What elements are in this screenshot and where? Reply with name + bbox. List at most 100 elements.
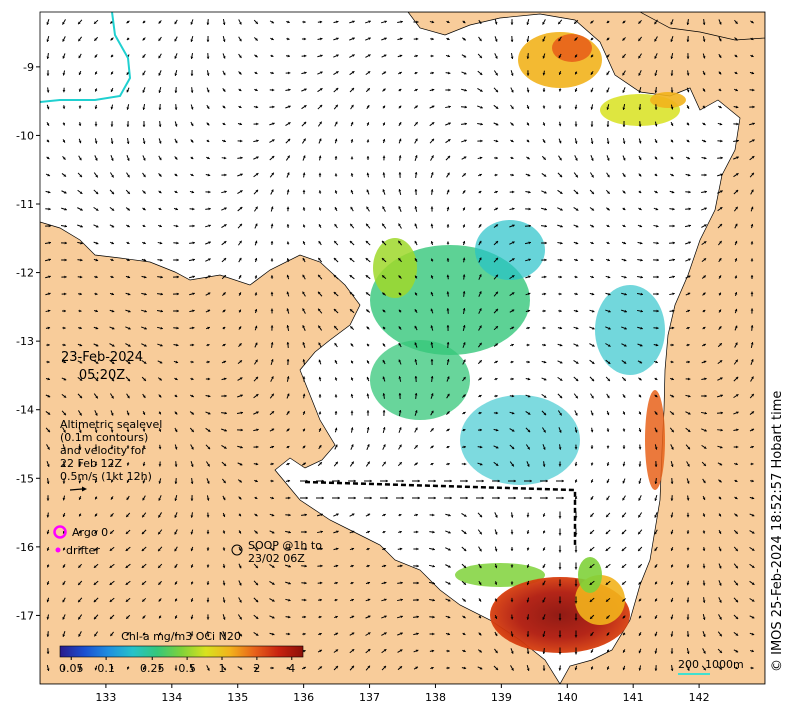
velocity-arrow [558, 155, 562, 161]
velocity-arrow [398, 188, 402, 196]
velocity-arrow [638, 173, 642, 177]
velocity-arrow [430, 54, 434, 58]
velocity-arrow [621, 258, 627, 262]
velocity-arrow [269, 410, 275, 416]
velocity-arrow [334, 223, 338, 229]
soop-label-line-1: SOOP @1h to [248, 539, 322, 552]
velocity-arrow [141, 275, 147, 279]
velocity-arrow [462, 428, 466, 432]
velocity-arrow [253, 172, 259, 178]
velocity-arrow [574, 37, 578, 41]
velocity-arrow [430, 189, 434, 195]
velocity-arrow [318, 444, 322, 450]
velocity-arrow [733, 172, 739, 178]
velocity-arrow [445, 547, 451, 551]
velocity-arrow [670, 139, 674, 143]
velocity-arrow [542, 647, 546, 655]
velocity-arrow [364, 479, 372, 483]
velocity-arrow [46, 512, 50, 518]
velocity-arrow [622, 478, 626, 484]
velocity-arrow [414, 54, 418, 58]
velocity-arrow [270, 258, 274, 262]
velocity-arrow [333, 632, 339, 636]
velocity-arrow [302, 257, 306, 263]
velocity-arrow [413, 513, 419, 517]
velocity-arrow [94, 444, 98, 450]
velocity-arrow [253, 156, 259, 160]
velocity-arrow [238, 597, 242, 603]
velocity-arrow [557, 376, 563, 382]
velocity-arrow [222, 122, 226, 126]
velocity-arrow [238, 36, 242, 42]
velocity-arrow [414, 444, 418, 450]
velocity-arrow [286, 428, 290, 432]
velocity-arrow [622, 445, 626, 449]
velocity-arrow [93, 189, 99, 195]
velocity-arrow [542, 513, 546, 517]
velocity-arrow [302, 445, 306, 449]
credit-label: © IMOS 25-Feb-2024 18:52:57 Hobart time [770, 391, 785, 672]
velocity-arrow [509, 309, 515, 313]
velocity-arrow [269, 20, 275, 24]
velocity-arrow [142, 241, 146, 245]
velocity-arrow [77, 36, 83, 42]
velocity-arrow [669, 326, 675, 330]
velocity-arrow [718, 597, 722, 603]
velocity-arrow [253, 530, 259, 534]
velocity-arrow [542, 36, 546, 42]
velocity-arrow [94, 54, 98, 58]
velocity-arrow [398, 292, 402, 296]
velocity-arrow [430, 275, 434, 279]
velocity-arrow [189, 394, 195, 398]
velocity-arrow [733, 529, 739, 535]
velocity-arrow [414, 88, 418, 92]
velocity-arrow [525, 275, 531, 279]
velocity-arrow [541, 377, 547, 381]
velocity-arrow [461, 71, 467, 75]
velocity-arrow [205, 444, 211, 450]
velocity-arrow [590, 512, 594, 518]
velocity-arrow [589, 529, 595, 535]
velocity-arrow [206, 564, 210, 568]
velocity-arrow [526, 614, 530, 620]
velocity-arrow [686, 580, 690, 586]
x-tick-label: 141 [623, 691, 644, 704]
velocity-arrow [141, 529, 147, 535]
velocity-arrow [142, 120, 146, 128]
velocity-arrow [638, 86, 642, 94]
velocity-arrow [78, 513, 82, 517]
velocity-arrow [606, 20, 610, 24]
velocity-arrow [749, 155, 755, 161]
velocity-arrow [254, 54, 258, 58]
velocity-arrow [493, 240, 499, 246]
velocity-arrow [606, 495, 610, 501]
velocity-arrow [78, 631, 82, 637]
velocity-arrow [541, 258, 547, 262]
velocity-arrow [734, 223, 738, 229]
velocity-arrow [462, 207, 466, 211]
velocity-arrow [574, 545, 578, 553]
velocity-arrow [670, 648, 674, 654]
velocity-arrow [558, 528, 562, 536]
velocity-arrow [62, 53, 66, 59]
velocity-arrow [157, 546, 163, 552]
velocity-arrow [238, 309, 242, 313]
velocity-arrow [574, 647, 578, 655]
velocity-arrow [350, 206, 354, 212]
velocity-arrow [62, 122, 66, 126]
velocity-arrow [477, 88, 483, 92]
velocity-arrow [445, 632, 451, 636]
velocity-arrow [173, 241, 179, 245]
velocity-arrow [654, 665, 658, 671]
velocity-arrow [158, 103, 162, 111]
velocity-arrow [733, 189, 739, 195]
velocity-arrow [333, 461, 339, 467]
velocity-arrow [270, 240, 274, 246]
velocity-arrow [574, 410, 578, 416]
velocity-arrow [541, 155, 547, 161]
velocity-arrow [734, 325, 738, 331]
velocity-arrow [93, 241, 99, 245]
velocity-arrow [126, 104, 130, 110]
velocity-arrow [253, 139, 259, 143]
velocity-arrow [718, 292, 722, 296]
